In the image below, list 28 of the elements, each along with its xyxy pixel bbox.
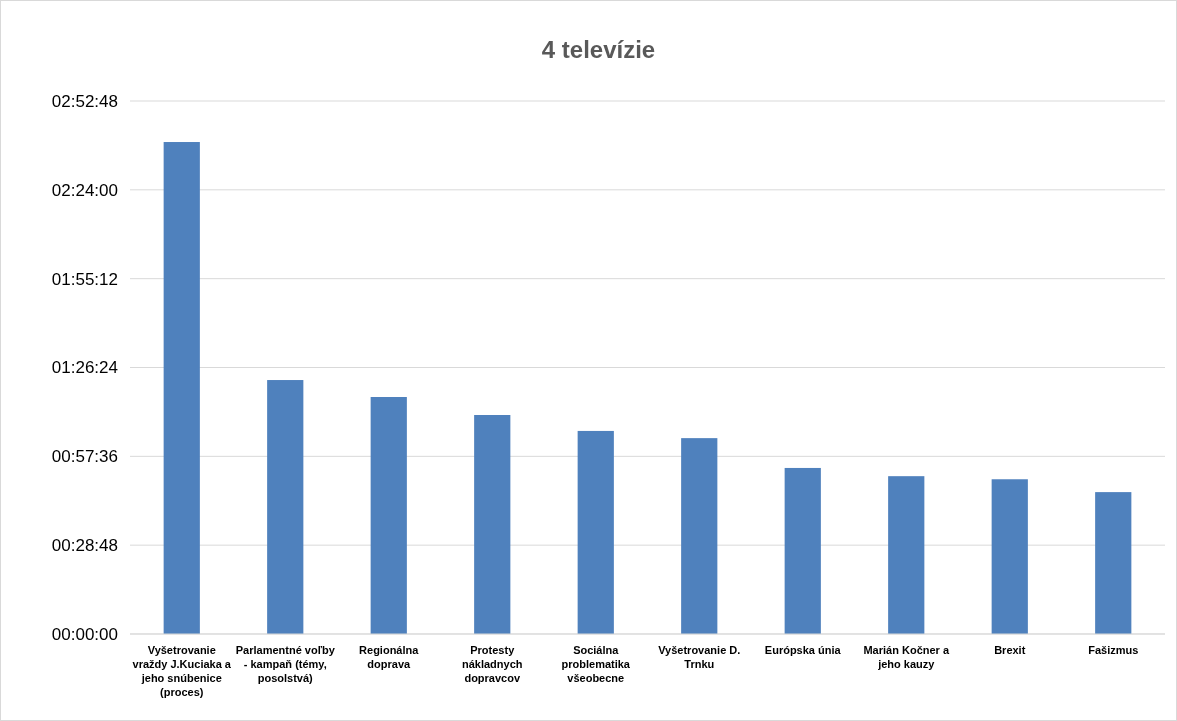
y-tick-label: 01:55:12 [51, 269, 118, 289]
y-tick-label: 00:00:00 [51, 624, 118, 644]
x-tick-label: Sociálna problematika všeobecne [561, 644, 631, 684]
x-tick-label: Fašizmus [1088, 644, 1139, 656]
bar [370, 397, 407, 634]
y-tick-label: 00:57:36 [51, 447, 118, 467]
bar [888, 476, 925, 634]
x-tick-label: Regionálna doprava [359, 644, 420, 670]
bar [784, 467, 821, 634]
bar [1095, 492, 1132, 634]
bar [267, 380, 304, 634]
bar [163, 142, 200, 634]
x-tick-label: Protesty nákladnych dopravcov [461, 644, 523, 684]
x-tick-label: Európska únia [764, 644, 842, 656]
x-tick-label: Vyšetrovanie D. Trnku [658, 644, 741, 670]
y-tick-label: 02:52:48 [51, 91, 118, 111]
x-tick-label: Marián Kočner a jeho kauzy [863, 644, 950, 670]
y-tick-label: 01:26:24 [51, 358, 118, 378]
bar [577, 430, 614, 634]
bar [474, 415, 511, 634]
bar [681, 438, 718, 634]
chart-title: 4 televízie [541, 36, 656, 63]
bar [991, 479, 1028, 634]
x-tick-label: Brexit [994, 644, 1026, 656]
x-tick-label: Vyšetrovanie vraždy J.Kuciaka a jeho snúbenice (proces) [132, 644, 232, 698]
x-tick-label: Parlamentné voľby - kampaň (témy, posolstvá) [235, 644, 336, 684]
y-tick-label: 02:24:00 [51, 180, 118, 200]
y-tick-label: 00:28:48 [51, 536, 118, 556]
